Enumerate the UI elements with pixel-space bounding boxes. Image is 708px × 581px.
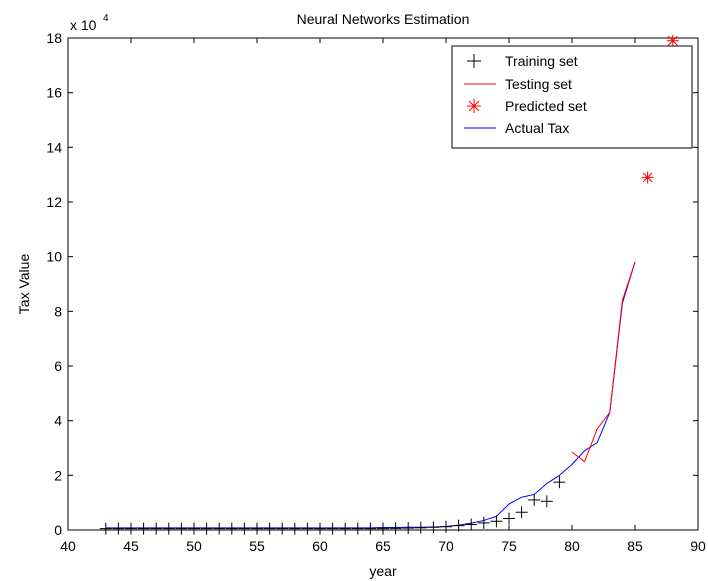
data-point: [263, 522, 276, 535]
x-axis-label: year: [369, 563, 397, 579]
y-tick-label: 12: [46, 194, 62, 210]
y-exponent-label: x 10 4: [70, 13, 109, 33]
legend-item-predicted: Predicted set: [467, 98, 587, 114]
y-tick-label: 10: [46, 249, 62, 265]
data-point: [288, 522, 301, 535]
data-point: [276, 522, 289, 535]
data-point: [515, 506, 528, 519]
data-point: [490, 515, 503, 528]
y-axis: 0 2 4 6 8 10 12 14 16 18: [46, 30, 698, 538]
data-point: [553, 476, 566, 489]
data-point: [162, 522, 175, 535]
y-tick-label: 18: [46, 30, 62, 46]
data-point: [351, 522, 364, 535]
legend-marker-star-icon: [467, 99, 481, 113]
data-point: [440, 520, 452, 533]
x-tick-label: 50: [186, 538, 202, 554]
data-point: [238, 522, 251, 535]
legend-item-testing: Testing set: [464, 76, 572, 92]
series-line: [571, 261, 636, 463]
data-point: [389, 522, 402, 535]
x-tick-label: 40: [60, 538, 76, 554]
x-tick-label: 85: [627, 538, 643, 554]
x-tick-label: 75: [501, 538, 517, 554]
legend: Training set Testing set Predicted set A…: [451, 45, 693, 149]
data-point: [175, 522, 188, 535]
data-point: [477, 516, 490, 529]
data-point: [99, 522, 112, 535]
data-point: [364, 522, 377, 535]
legend-item-training: Training set: [467, 53, 578, 69]
y-tick-label: 6: [54, 358, 62, 374]
data-point: [125, 522, 137, 535]
data-point: [503, 512, 515, 525]
series-layer: [99, 34, 679, 535]
exponent-power: 4: [103, 13, 109, 24]
y-tick-label: 0: [54, 522, 62, 538]
data-point: [326, 522, 339, 535]
data-point: [213, 522, 226, 535]
data-point: [339, 522, 352, 535]
data-point: [112, 522, 125, 535]
data-point: [666, 34, 679, 47]
data-point: [200, 522, 213, 535]
series-testing-set: [571, 261, 636, 463]
x-tick-label: 80: [564, 538, 580, 554]
data-point: [528, 493, 541, 506]
chart-title: Neural Networks Estimation: [297, 11, 470, 27]
legend-label-training: Training set: [505, 53, 578, 69]
data-point: [427, 521, 440, 534]
data-point: [641, 171, 654, 184]
legend-label-predicted: Predicted set: [505, 98, 587, 114]
series-training-set: [99, 476, 566, 535]
data-point: [225, 522, 238, 535]
legend-item-actual: Actual Tax: [464, 120, 569, 136]
legend-box: [451, 45, 693, 149]
data-point: [188, 522, 200, 535]
y-tick-label: 2: [54, 467, 62, 483]
data-point: [150, 522, 163, 535]
x-tick-label: 45: [123, 538, 139, 554]
legend-label-testing: Testing set: [505, 76, 572, 92]
x-tick-label: 55: [249, 538, 265, 554]
x-tick-label: 70: [438, 538, 454, 554]
exponent-base: x 10: [70, 17, 97, 33]
legend-label-actual: Actual Tax: [505, 120, 569, 136]
data-point: [402, 522, 415, 535]
legend-marker-plus-icon: [467, 54, 481, 68]
y-tick-label: 4: [54, 413, 62, 429]
data-point: [137, 522, 150, 535]
x-tick-label: 65: [375, 538, 391, 554]
y-tick-label: 16: [46, 85, 62, 101]
data-point: [452, 519, 465, 532]
x-tick-label: 90: [690, 538, 706, 554]
y-tick-label: 8: [54, 303, 62, 319]
data-point: [540, 495, 553, 508]
data-point: [377, 522, 389, 535]
x-tick-label: 60: [312, 538, 328, 554]
y-tick-label: 14: [46, 139, 62, 155]
y-axis-label: Tax Value: [16, 254, 32, 315]
data-point: [251, 522, 263, 535]
data-point: [465, 518, 478, 531]
data-point: [301, 522, 314, 535]
data-point: [414, 521, 427, 534]
data-point: [314, 522, 326, 535]
